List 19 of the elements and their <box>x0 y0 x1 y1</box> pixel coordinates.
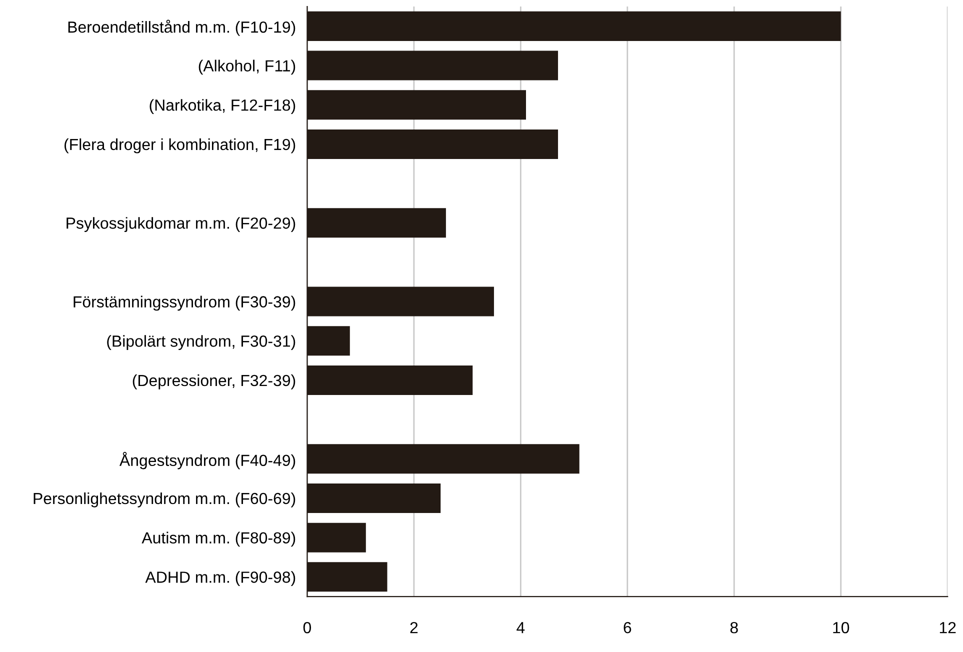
y-tick-label: ADHD m.m. (F90-98) <box>145 571 296 586</box>
y-tick-label: (Alkohol, F11) <box>198 60 296 75</box>
y-tick-label: Förstämningssyndrom (F30-39) <box>74 296 296 311</box>
x-tick-label: 0 <box>303 622 312 634</box>
y-tick-label: (Depressioner, F32-39) <box>132 374 296 390</box>
y-tick-label: Psykossjukdomar m.m. (F20-29) <box>66 217 296 232</box>
y-tick-label: (Bipolärt syndrom, F30-31) <box>107 335 296 350</box>
x-tick-label: 2 <box>410 622 418 634</box>
y-tick-label: Autism m.m. (F80-89) <box>142 532 296 547</box>
y-tick-label: (Narkotika, F12-F18) <box>150 99 296 114</box>
y-tick-label: (Flera droger i kombination, F19) <box>64 138 296 154</box>
x-tick-label: 6 <box>624 622 632 634</box>
x-tick-label: 10 <box>833 622 850 634</box>
y-tick-label: Ångestsyndrom (F40-49) <box>119 452 296 470</box>
x-tick-label: 4 <box>516 622 525 634</box>
x-tick-label: 8 <box>730 622 738 634</box>
y-tick-label: Personlighetssyndrom m.m. (F60-69) <box>34 492 296 508</box>
y-tick-label: Beroendetillstånd m.m. (F10-19) <box>68 20 296 36</box>
x-tick-label: 12 <box>940 622 956 634</box>
